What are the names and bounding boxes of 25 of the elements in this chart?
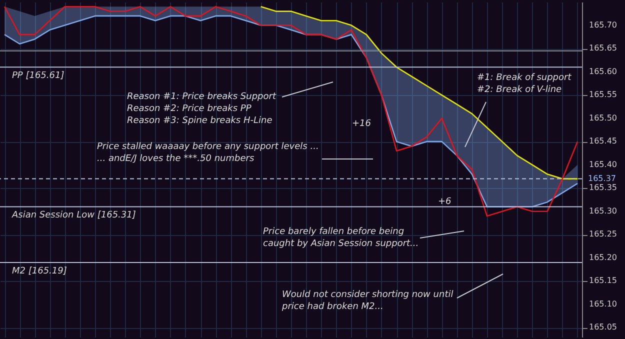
ref-line-label: M2 [165.19] [12,266,68,277]
y-tick-label: 165.70 [589,20,617,30]
y-tick-label: 165.55 [589,90,617,100]
y-tick-label: 165.40 [589,160,617,169]
ref-line-label: PP [165.61] [12,71,65,82]
y-tick-label: 165.10 [589,299,617,308]
y-tick-label: 165.20 [589,252,617,262]
y-tick-label: 165.25 [589,230,617,239]
annotation: Price barely fallen before being caught by Asian Session support... [263,227,419,249]
annotation: Would not consider shorting now until price had broken M2... [281,290,454,312]
ref-line-label: 165.37 [588,174,616,183]
annotation: Price stalled waaaay before any support levels ... ... andE/J loves the ***.50 numbers [97,142,319,164]
y-tick-label: 165.30 [589,206,617,216]
y-tick-label: 165.35 [589,183,617,192]
y-tick-label: 165.05 [589,322,617,332]
annotation: #1: Break of support #2: Break of V-line [477,73,572,95]
ref-line-label: Asian Session Low [165.31] [11,210,136,221]
y-tick-label: 165.65 [589,44,617,53]
y-tick-label: 165.50 [589,113,617,122]
y-tick-label: 165.45 [589,136,617,146]
annotation: +16 [352,119,372,129]
y-tick-label: 165.15 [589,276,617,286]
y-tick-label: 165.60 [589,66,617,76]
annotation: Reason #1: Price breaks Support Reason #2: Price breaks PP Reason #3: Spine breaks H-Line [127,92,276,126]
annotation: +6 [438,197,452,207]
